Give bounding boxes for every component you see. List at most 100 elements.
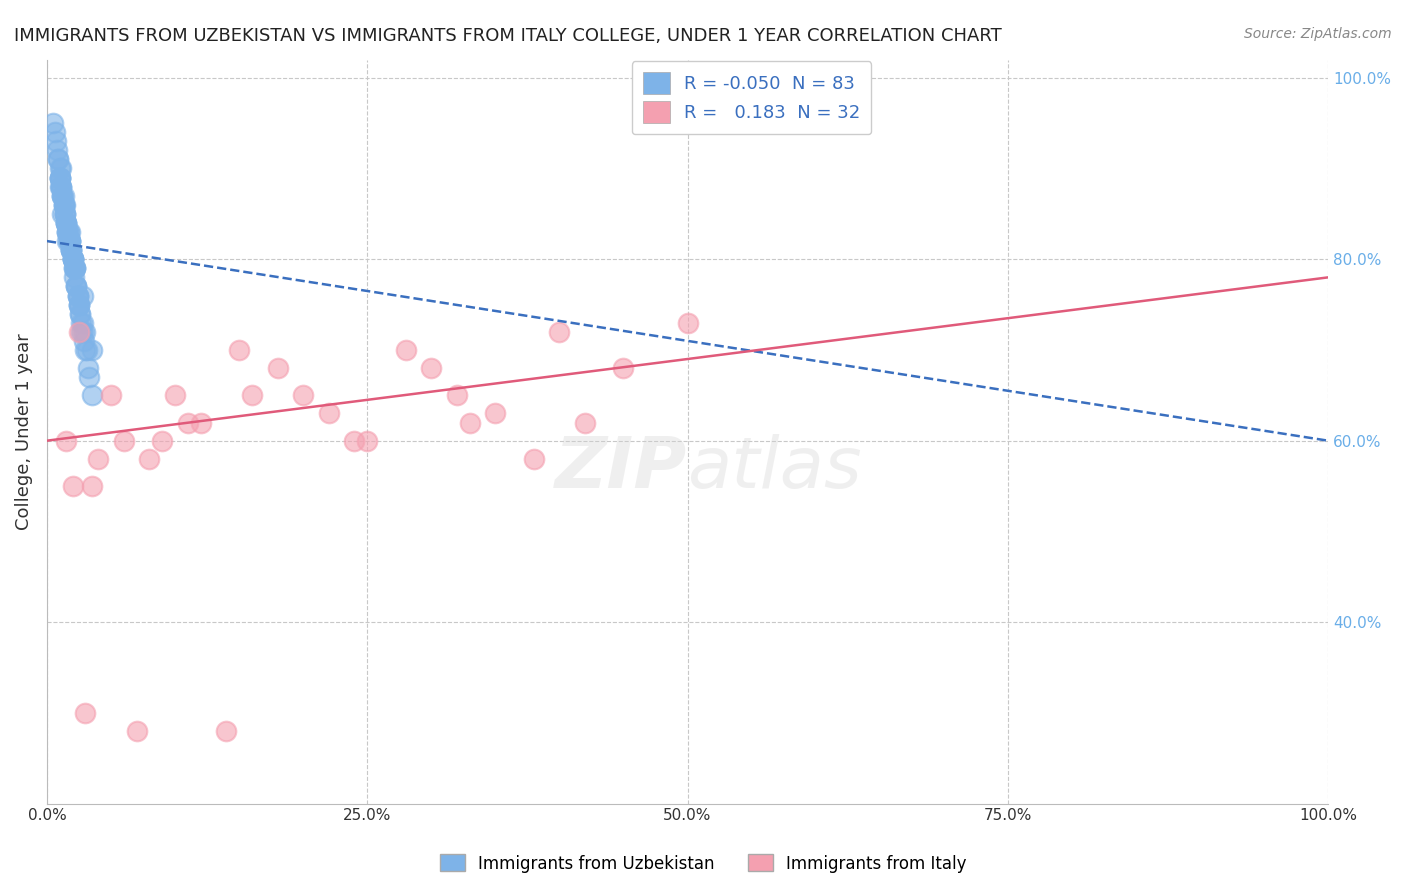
Point [266, 361, 288, 376]
Point [67, 297, 90, 311]
Point [69, 307, 91, 321]
Point [70, 316, 93, 330]
Point [318, 407, 340, 421]
Point [420, 361, 443, 376]
Point [150, 434, 173, 448]
Point [51, 188, 73, 202]
Point [53, 207, 76, 221]
Point [66, 288, 89, 302]
Point [69, 307, 91, 321]
Point [446, 388, 468, 402]
Point [62, 252, 84, 267]
Point [58, 234, 80, 248]
Point [55, 216, 77, 230]
Point [59, 234, 82, 248]
Y-axis label: College, Under 1 year: College, Under 1 year [15, 334, 32, 530]
Point [63, 261, 86, 276]
Point [75, 343, 97, 357]
Point [228, 343, 250, 357]
Point [60, 243, 83, 257]
Point [87, 451, 110, 466]
Point [60, 243, 83, 257]
Point [51, 188, 73, 202]
Point [138, 451, 160, 466]
Text: Source: ZipAtlas.com: Source: ZipAtlas.com [1244, 27, 1392, 41]
Point [177, 416, 200, 430]
Point [75, 325, 97, 339]
Point [45, 134, 67, 148]
Point [72, 325, 94, 339]
Point [62, 252, 84, 267]
Point [48, 170, 70, 185]
Point [63, 261, 86, 276]
Point [52, 188, 75, 202]
Point [55, 216, 77, 230]
Point [67, 297, 90, 311]
Point [80, 479, 103, 493]
Point [62, 261, 84, 276]
Point [48, 161, 70, 176]
Point [240, 388, 263, 402]
Point [59, 225, 82, 239]
Point [65, 279, 87, 293]
Point [48, 153, 70, 167]
Point [53, 198, 76, 212]
Point [65, 279, 87, 293]
Point [66, 288, 89, 302]
Point [51, 188, 73, 202]
Point [76, 343, 98, 357]
Text: atlas: atlas [688, 434, 862, 503]
Point [72, 316, 94, 330]
Point [66, 288, 89, 302]
Point [58, 225, 80, 239]
Text: IMMIGRANTS FROM UZBEKISTAN VS IMMIGRANTS FROM ITALY COLLEGE, UNDER 1 YEAR CORREL: IMMIGRANTS FROM UZBEKISTAN VS IMMIGRANTS… [14, 27, 1002, 45]
Point [49, 179, 72, 194]
Point [42, 116, 65, 130]
Point [356, 434, 378, 448]
Point [52, 198, 75, 212]
Point [53, 207, 76, 221]
Point [55, 216, 77, 230]
Point [125, 724, 148, 739]
Point [523, 451, 546, 466]
Point [63, 261, 86, 276]
Point [574, 416, 596, 430]
Point [49, 179, 72, 194]
Point [676, 316, 699, 330]
Point [48, 170, 70, 185]
Point [46, 144, 69, 158]
Point [56, 225, 79, 239]
Point [62, 270, 84, 285]
Point [59, 234, 82, 248]
Point [73, 334, 96, 348]
Point [67, 325, 90, 339]
Point [44, 125, 66, 139]
Point [612, 361, 634, 376]
Point [484, 407, 506, 421]
Point [80, 343, 103, 357]
Point [458, 416, 481, 430]
Point [55, 216, 77, 230]
Point [100, 388, 122, 402]
Point [62, 252, 84, 267]
Point [59, 234, 82, 248]
Point [59, 234, 82, 248]
Point [163, 388, 186, 402]
Point [70, 325, 93, 339]
Point [52, 198, 75, 212]
Point [49, 161, 72, 176]
Point [58, 234, 80, 248]
Point [65, 279, 87, 293]
Point [62, 261, 84, 276]
Point [55, 434, 77, 448]
Legend: Immigrants from Uzbekistan, Immigrants from Italy: Immigrants from Uzbekistan, Immigrants f… [433, 847, 973, 880]
Point [56, 225, 79, 239]
Point [215, 724, 238, 739]
Point [48, 170, 70, 185]
Point [80, 388, 103, 402]
Point [112, 434, 135, 448]
Point [75, 706, 97, 720]
Point [48, 153, 70, 167]
Point [48, 179, 70, 194]
Point [62, 252, 84, 267]
